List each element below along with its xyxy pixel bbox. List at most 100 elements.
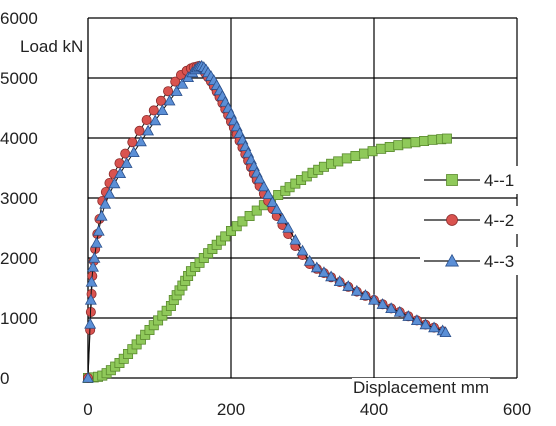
data-point-4--2 [163,86,174,97]
data-point-4--3 [402,310,415,321]
legend-marker-4--3 [444,253,460,267]
data-point-4--2 [127,137,138,148]
data-point-4--3 [156,104,169,116]
data-point-4--3 [439,326,452,338]
axis-title-background [19,37,85,56]
data-point-4--3 [163,94,176,106]
legend-label: 4--1 [484,171,514,190]
data-point-4--2 [155,95,166,106]
data-point-4--1 [367,146,378,157]
data-point-4--3 [359,289,372,300]
x-tick-label: 400 [360,400,388,419]
legend-item-4--1: 4--1 [420,166,538,194]
legend: 4--1 4--2 4--3 [420,166,538,275]
data-point-4--3 [310,261,323,273]
data-point-4--3 [262,188,275,200]
axis-title-background [352,378,491,397]
legend-item-4--2: 4--2 [420,206,538,234]
data-point-4--3 [410,314,423,326]
data-point-4--1 [401,138,412,149]
x-tick-label: 200 [217,400,245,419]
series-layer [82,59,452,383]
data-point-4--3 [134,135,147,147]
data-point-4--3 [142,124,155,136]
y-tick-label: 4000 [0,129,38,148]
data-point-4--3 [276,212,289,224]
data-point-4--3 [282,221,295,233]
x-axis-title: Displacement mm [353,378,489,397]
y-tick-label: 2000 [0,249,38,268]
data-point-4--3 [270,203,283,215]
data-point-4--3 [376,298,389,309]
data-point-4--1 [376,143,387,154]
data-point-4--3 [333,275,346,287]
data-point-4--3 [325,270,338,282]
data-point-4--3 [266,196,279,207]
data-point-4--3 [84,317,97,329]
data-point-4--3 [317,266,330,278]
data-point-4--1 [220,231,231,242]
data-point-4--1 [393,140,404,151]
legend-label: 4--3 [484,252,514,271]
data-point-4--1 [384,141,395,152]
data-point-4--3 [393,305,406,317]
data-point-4--3 [92,224,105,236]
data-point-4--1 [251,205,262,216]
data-point-4--1 [350,150,361,161]
data-point-4--1 [419,135,430,146]
data-point-4--3 [114,167,127,179]
data-point-4--3 [120,157,133,168]
data-point-4--2 [148,105,159,116]
data-point-4--3 [103,187,116,199]
data-point-4--2 [134,125,145,136]
data-point-4--1 [333,156,344,167]
data-point-4--1 [358,148,369,159]
data-point-4--3 [428,321,441,333]
data-point-4--3 [149,114,162,126]
data-point-4--3 [350,284,363,296]
data-point-4--3 [170,85,183,96]
y-axis-title: Load kN [20,37,83,56]
legend-marker-4--1 [446,174,458,186]
data-point-4--2 [141,115,152,126]
data-point-4--3 [385,302,398,314]
series-4--3 [82,59,452,383]
y-tick-label: 3000 [0,189,38,208]
data-point-4--3 [303,254,316,266]
y-tick-label: 1000 [0,309,38,328]
data-point-4--3 [342,280,355,291]
y-tick-label: 5000 [0,69,38,88]
data-point-4--3 [95,209,108,221]
data-point-4--3 [90,236,103,248]
data-point-4--3 [87,260,99,272]
y-tick-label: 0 [0,369,9,388]
data-point-4--3 [289,233,302,245]
data-point-4--1 [341,153,352,164]
data-point-4--1 [441,133,452,144]
data-point-4--3 [85,275,98,287]
x-tick-label: 600 [503,400,531,419]
data-point-4--3 [176,77,189,89]
data-point-4--1 [427,134,438,145]
data-point-4--1 [410,137,421,148]
data-point-4--3 [419,318,432,330]
data-point-4--3 [99,197,112,209]
y-tick-label: 6000 [0,9,38,28]
data-point-4--1 [237,216,248,227]
data-point-4--3 [82,371,94,383]
legend-label: 4--2 [484,211,514,230]
data-point-4--2 [170,76,181,87]
data-point-4--3 [296,244,309,256]
x-tick-label: 0 [83,400,92,419]
data-point-4--3 [84,293,97,305]
legend-item-4--3: 4--3 [420,247,538,275]
data-point-4--3 [368,293,380,305]
data-point-4--3 [253,172,266,184]
data-point-4--3 [88,251,101,263]
data-point-4--3 [257,180,270,192]
data-point-4--3 [127,146,140,158]
legend-marker-4--2 [446,214,458,226]
data-point-4--1 [244,210,255,221]
